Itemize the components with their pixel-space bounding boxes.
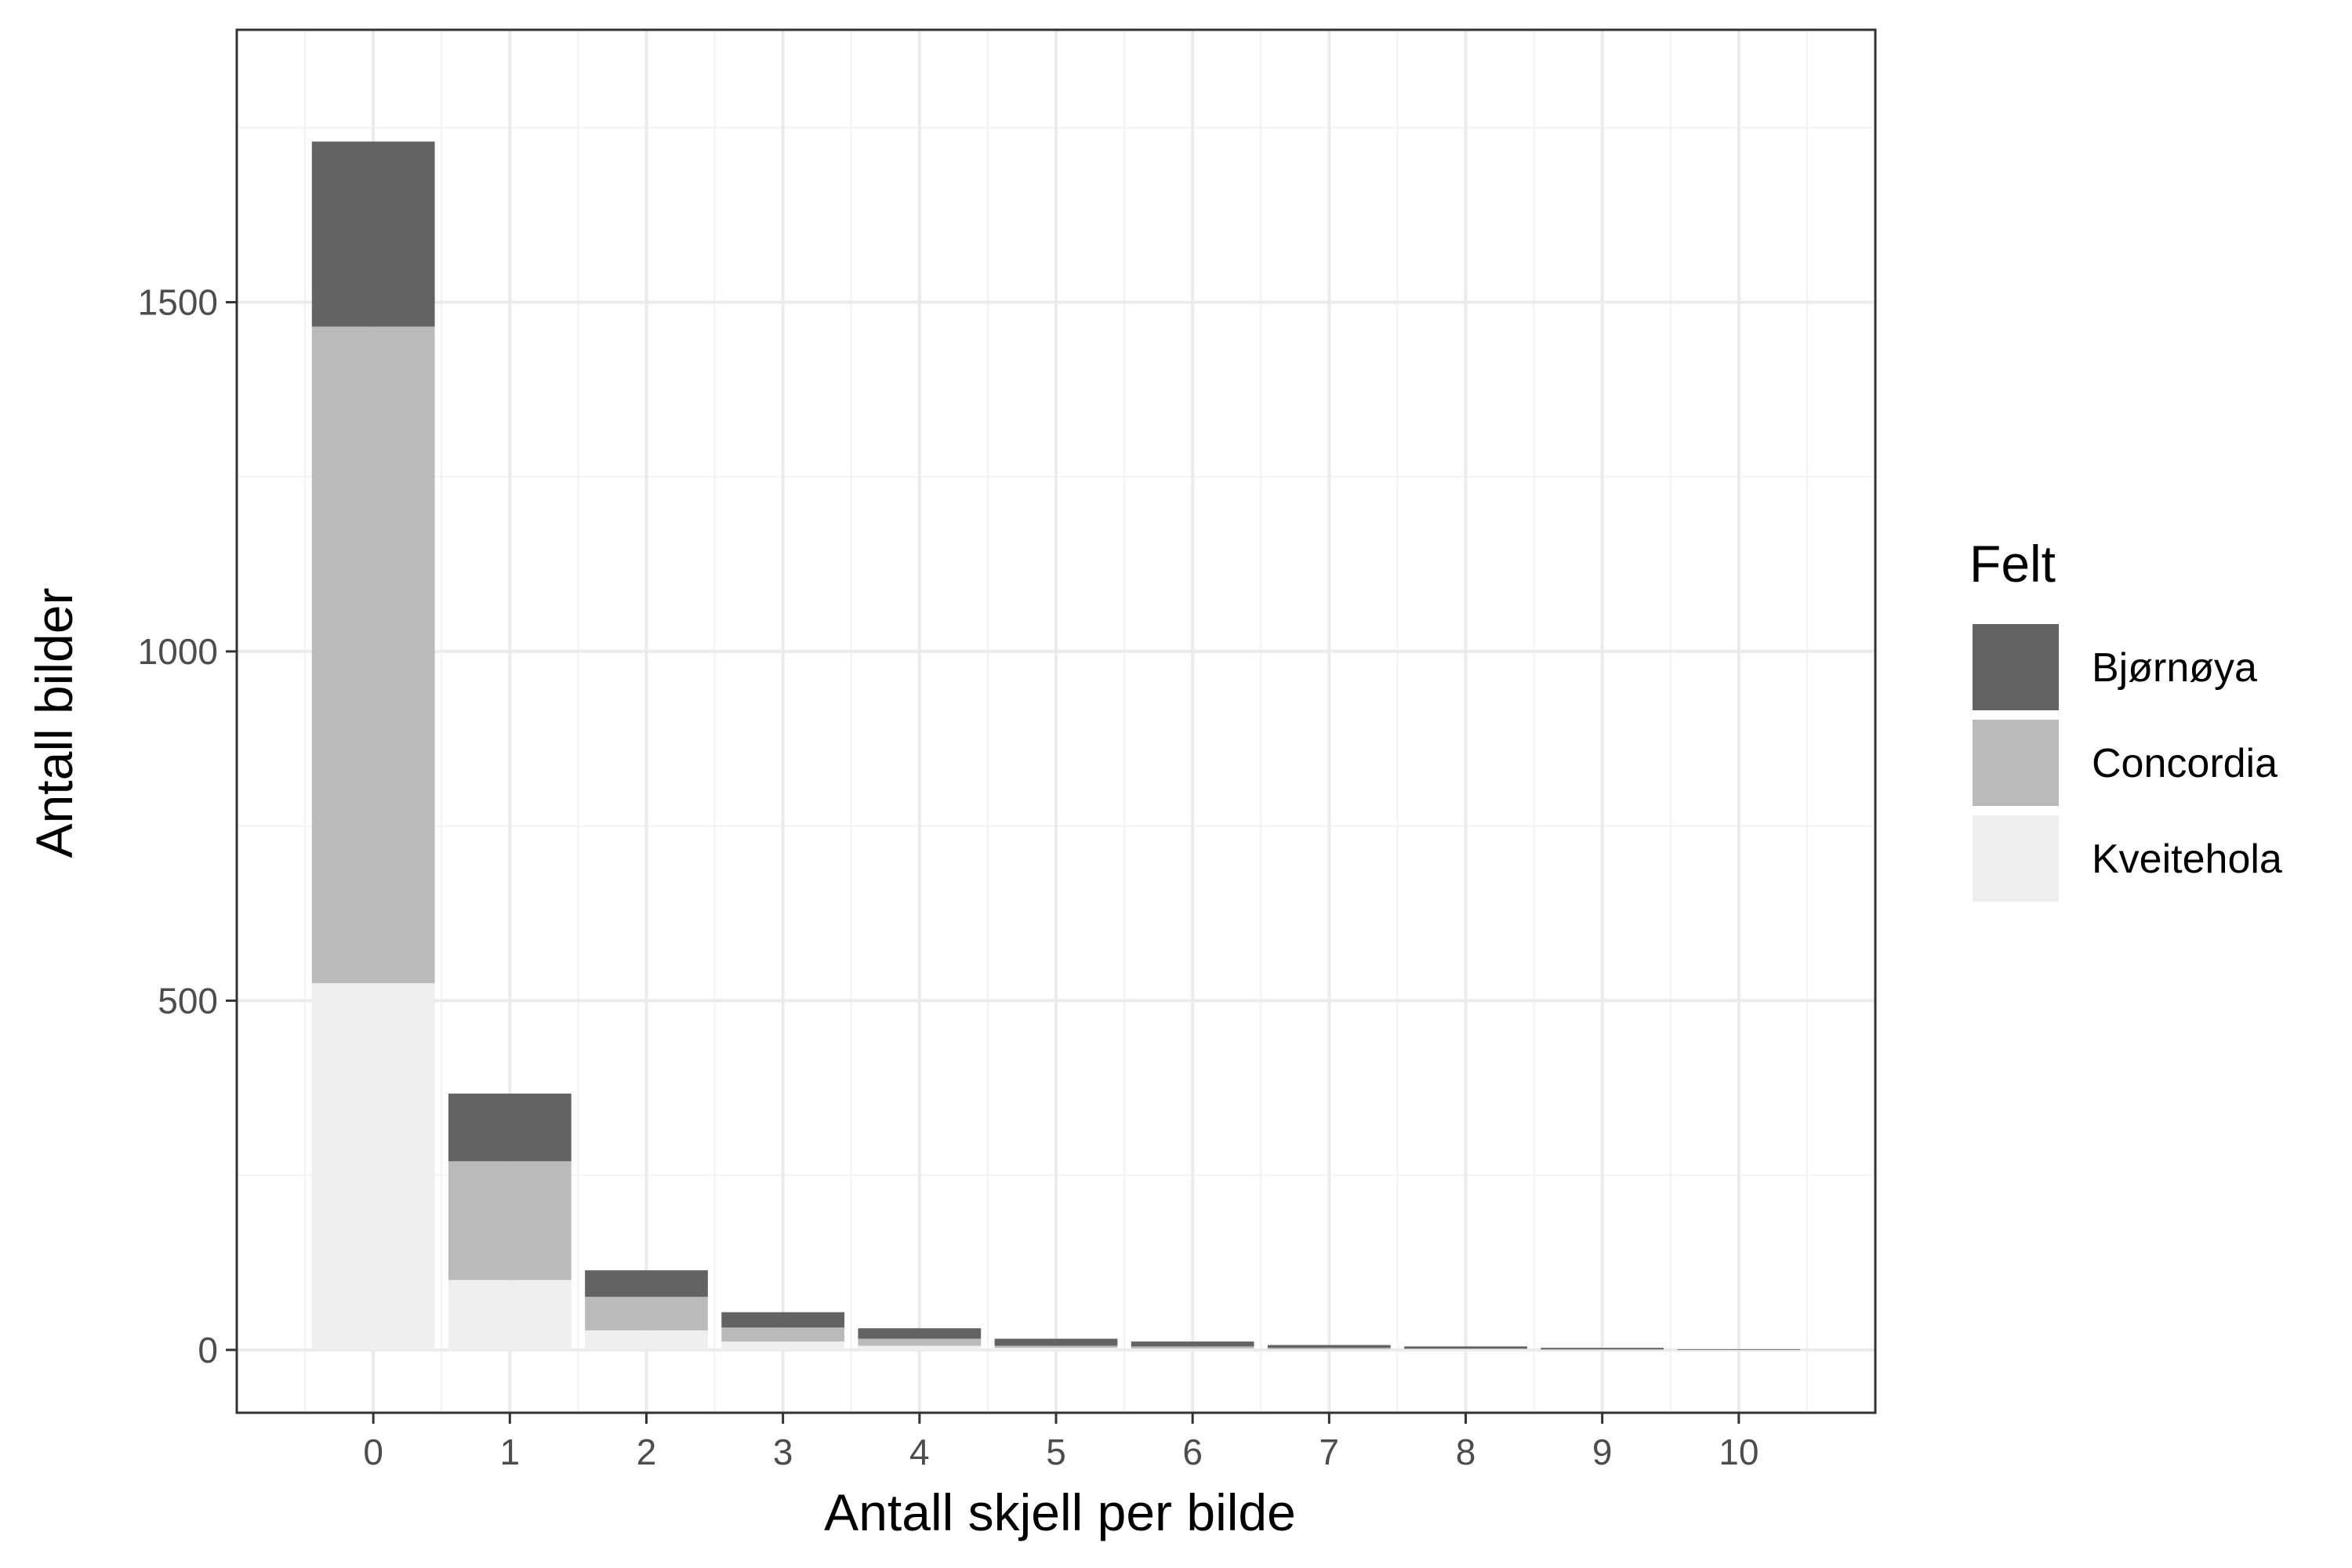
legend-label-concordia: Concordia: [2092, 741, 2278, 786]
x-tick-label: 1: [500, 1432, 521, 1472]
bar-segment-bjørnøya-9: [1541, 1348, 1664, 1349]
axes: 0 500 1000 1500 0 1 2 3 4 5 6 7 8 9 10: [138, 28, 1877, 1472]
bar-segment-bjørnøya-5: [994, 1338, 1118, 1346]
bar-segment-concordia-1: [448, 1161, 572, 1280]
x-tick-label: 5: [1046, 1432, 1066, 1472]
legend-label-bjørnøya: Bjørnøya: [2092, 645, 2257, 691]
bar-segment-kveitehola-3: [721, 1341, 845, 1350]
bar-segment-concordia-7: [1267, 1348, 1391, 1349]
y-tick-label: 1000: [138, 631, 218, 672]
bar-segment-bjørnøya-2: [585, 1270, 708, 1298]
bar-segment-bjørnøya-0: [311, 141, 435, 327]
bar-segment-bjørnøya-7: [1267, 1345, 1391, 1348]
legend: Felt Bjørnøya Concordia Kveitehola: [1969, 535, 2282, 902]
y-axis-title: Antall bilder: [25, 588, 83, 858]
x-tick-label: 3: [773, 1432, 793, 1472]
x-axis-title: Antall skjell per bilde: [824, 1483, 1296, 1541]
y-tick-label: 500: [158, 980, 218, 1021]
x-tick-label: 6: [1182, 1432, 1203, 1472]
bar-segment-kveitehola-4: [858, 1345, 982, 1350]
legend-key-kveitehola: [1973, 815, 2059, 902]
legend-key-bjørnøya: [1973, 624, 2059, 710]
bar-segment-concordia-3: [721, 1327, 845, 1342]
bar-segment-kveitehola-8: [1404, 1348, 1527, 1350]
bar-segment-concordia-8: [1404, 1348, 1527, 1349]
bar-segment-kveitehola-2: [585, 1330, 708, 1350]
legend-key-concordia: [1973, 720, 2059, 806]
x-tick-label: 4: [909, 1432, 930, 1472]
bar-segment-concordia-0: [311, 326, 435, 984]
bar-segment-concordia-5: [994, 1345, 1118, 1348]
x-tick-label: 2: [637, 1432, 657, 1472]
bar-segment-kveitehola-7: [1267, 1348, 1391, 1350]
bar-segment-concordia-4: [858, 1338, 982, 1346]
bar-segment-concordia-6: [1131, 1346, 1254, 1349]
bar-segment-bjørnøya-1: [448, 1093, 572, 1162]
bar-segment-kveitehola-5: [994, 1348, 1118, 1350]
y-tick-label: 0: [198, 1330, 218, 1370]
bar-segment-bjørnøya-4: [858, 1328, 982, 1339]
x-tick-label: 8: [1456, 1432, 1476, 1472]
legend-title: Felt: [1969, 535, 2056, 593]
x-tick-label: 9: [1592, 1432, 1613, 1472]
x-tick-label: 10: [1719, 1432, 1759, 1472]
legend-label-kveitehola: Kveitehola: [2092, 837, 2282, 882]
y-tick-label: 1500: [138, 281, 218, 322]
bar-segment-bjørnøya-6: [1131, 1341, 1254, 1347]
bar-segment-kveitehola-6: [1131, 1348, 1254, 1350]
bar-segment-kveitehola-1: [448, 1279, 572, 1350]
bar-segment-concordia-2: [585, 1297, 708, 1330]
x-tick-label: 0: [363, 1432, 383, 1472]
bar-segment-bjørnøya-8: [1404, 1346, 1527, 1349]
bar-segment-bjørnøya-10: [1677, 1348, 1801, 1350]
bar-segment-bjørnøya-3: [721, 1312, 845, 1328]
bar-segment-concordia-9: [1541, 1348, 1664, 1350]
bar-stacks: [311, 141, 1801, 1350]
bar-segment-kveitehola-0: [311, 983, 435, 1350]
x-tick-label: 7: [1319, 1432, 1340, 1472]
